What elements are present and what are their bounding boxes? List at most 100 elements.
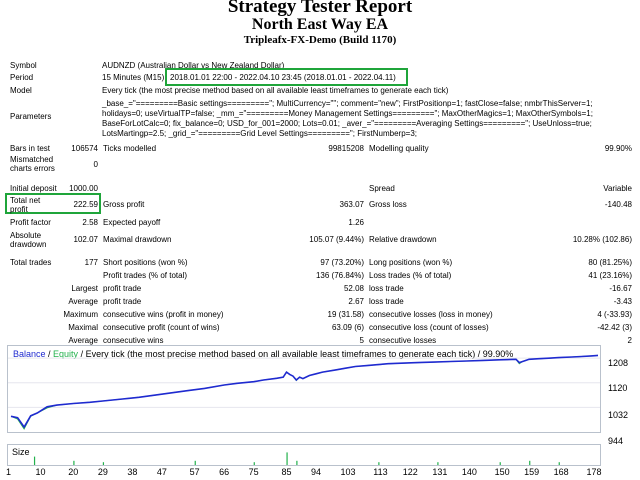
total-net-profit-value: 222.59 <box>73 200 98 209</box>
size-bar-1 <box>73 460 75 465</box>
max-consecutive-profit-value: 63.09 (6) <box>331 323 364 332</box>
x-tick-178: 178 <box>586 467 602 477</box>
total-net-profit-label: Total net profit <box>10 196 41 214</box>
max-consecutive-losses-label: consecutive losses (loss in money) <box>369 310 493 319</box>
average-loss-label: loss trade <box>369 297 404 306</box>
long-positions-label: Long positions (won %) <box>369 258 453 267</box>
size-bar-8 <box>437 462 439 465</box>
size-chart: Size <box>7 444 601 466</box>
x-tick-75: 75 <box>248 467 259 477</box>
x-tick-57: 57 <box>189 467 200 477</box>
gross-profit-value: 363.07 <box>339 200 364 209</box>
size-bar-7 <box>378 462 380 465</box>
y-tick-1032: 1032 <box>608 410 629 420</box>
absolute-drawdown-label: Absolute drawdown <box>10 231 47 249</box>
equity-line <box>10 354 599 430</box>
max-consecutive-wins-label: consecutive wins (profit in money) <box>103 310 224 319</box>
balance-chart: Balance / Equity / Every tick (the most … <box>7 345 601 433</box>
largest-label: Largest <box>71 284 98 293</box>
server-build: Tripleafx-FX-Demo (Build 1170) <box>243 34 397 46</box>
x-tick-20: 20 <box>68 467 79 477</box>
size-bar-10 <box>529 460 531 465</box>
initial-deposit-label: Initial deposit <box>10 184 57 193</box>
x-tick-168: 168 <box>553 467 569 477</box>
period-highlight <box>165 68 408 86</box>
maximal-label: Maximal <box>68 323 98 332</box>
average-profit-label: profit trade <box>103 297 142 306</box>
spread-label: Spread <box>369 184 395 193</box>
total-trades-value: 177 <box>84 258 98 267</box>
expected-payoff-value: 1.26 <box>348 218 364 227</box>
avg-consecutive-wins-label: consecutive wins <box>103 336 164 345</box>
loss-trades-value: 41 (23.16%) <box>588 271 632 280</box>
net-profit-highlight <box>5 193 101 214</box>
max-consecutive-loss-label: consecutive loss (count of losses) <box>369 323 489 332</box>
absolute-drawdown-value: 102.07 <box>73 235 98 244</box>
relative-drawdown-value: 10.28% (102.86) <box>572 235 632 244</box>
x-tick-1: 1 <box>6 467 12 477</box>
bars-value: 106574 <box>71 144 98 153</box>
gross-profit-label: Gross profit <box>103 200 145 209</box>
symbol-value: AUDNZD (Australian Dollar vs New Zealand… <box>102 61 285 70</box>
size-bar-5 <box>286 452 288 465</box>
max-consecutive-loss-value: -42.42 (3) <box>597 323 632 332</box>
parameters-label: Parameters <box>10 112 52 121</box>
size-bar-4 <box>253 462 255 465</box>
y-tick-1208: 1208 <box>608 358 629 368</box>
spread-value: Variable <box>603 184 632 193</box>
size-plot <box>33 452 560 465</box>
modelling-quality-value: 99.90% <box>604 144 632 153</box>
legend-equity: Equity <box>53 349 79 359</box>
x-tick-47: 47 <box>156 467 167 477</box>
largest-profit-label: profit trade <box>103 284 142 293</box>
x-tick-113: 113 <box>373 467 388 477</box>
x-tick-94: 94 <box>310 467 321 477</box>
profit-factor-label: Profit factor <box>10 218 51 227</box>
period-label: Period <box>10 73 34 82</box>
largest-loss-value: -16.67 <box>609 284 632 293</box>
x-tick-29: 29 <box>97 467 108 477</box>
x-tick-150: 150 <box>494 467 510 477</box>
y-tick-944: 944 <box>608 436 624 446</box>
average-profit-value: 2.67 <box>348 297 364 306</box>
size-bar-3 <box>194 460 196 465</box>
largest-profit-value: 52.08 <box>343 284 364 293</box>
param-line-3: BaseForLotCalc=0; fix_balance=0; USD_for… <box>102 119 592 128</box>
legend-slash: / <box>45 349 54 359</box>
short-positions-label: Short positions (won %) <box>103 258 188 267</box>
x-tick-38: 38 <box>127 467 138 477</box>
period-range: 2018.01.01 22:00 - 2022.04.10 23:45 (201… <box>170 73 396 82</box>
average-label: Average <box>68 297 98 306</box>
x-tick-103: 103 <box>340 467 356 477</box>
bars-label: Bars in test <box>10 144 51 153</box>
symbol-label: Symbol <box>10 61 37 70</box>
expected-payoff-label: Expected payoff <box>103 218 161 227</box>
x-tick-159: 159 <box>524 467 540 477</box>
avg-consecutive-wins-value: 5 <box>359 336 364 345</box>
size-bar-2 <box>102 462 105 465</box>
gross-loss-value: -140.48 <box>604 200 632 209</box>
max-consecutive-wins-value: 19 (31.58) <box>327 310 364 319</box>
param-line-2: holidays=0; useVirtualTP=false; _mm_="==… <box>102 109 593 118</box>
model-value: Every tick (the most precise method base… <box>102 86 449 95</box>
avg-consecutive-losses-label: consecutive losses <box>369 336 437 345</box>
loss-trades-label: Loss trades (% of total) <box>369 271 452 280</box>
maximal-drawdown-label: Maximal drawdown <box>103 235 172 244</box>
ticks-value: 99815208 <box>328 144 364 153</box>
avg-consecutive-losses-value: 2 <box>627 336 632 345</box>
initial-deposit-value: 1000.00 <box>69 184 98 193</box>
param-line-1: _base_="=========Basic settings=========… <box>102 99 593 108</box>
size-bar-6 <box>296 460 298 465</box>
relative-drawdown-label: Relative drawdown <box>369 235 437 244</box>
largest-loss-label: loss trade <box>369 284 404 293</box>
maximum-label: Maximum <box>63 310 98 319</box>
y-tick-1120: 1120 <box>608 383 628 393</box>
model-label: Model <box>10 86 32 95</box>
profit-trades-label: Profit trades (% of total) <box>103 271 188 280</box>
legend-balance: Balance <box>13 349 46 359</box>
legend-description: / Every tick (the most precise method ba… <box>78 349 514 359</box>
x-tick-122: 122 <box>402 467 418 477</box>
ticks-label: Ticks modelled <box>103 144 157 153</box>
size-bar-11 <box>558 462 560 465</box>
report-title: Strategy Tester Report <box>227 0 413 17</box>
